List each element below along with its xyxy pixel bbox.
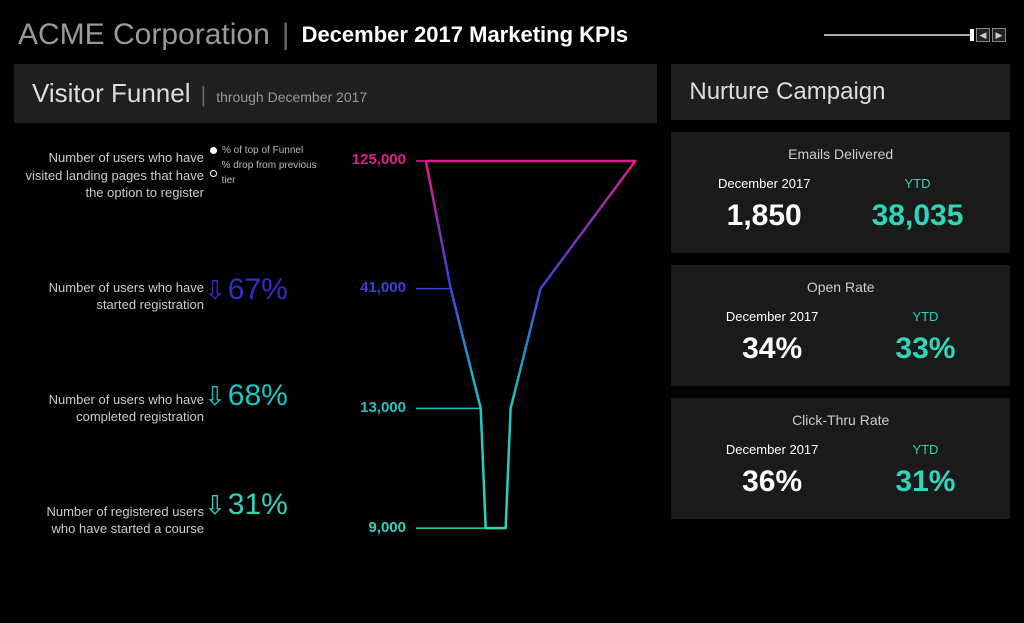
visitor-funnel-panel: Visitor Funnel | through December 2017 N… [14, 64, 657, 578]
metric-value: 36% [726, 465, 819, 499]
funnel-value: 9,000 [326, 519, 406, 536]
metric-value: 1,850 [718, 199, 811, 233]
metric-ytd-label: YTD [895, 309, 955, 324]
funnel-value: 41,000 [326, 279, 406, 296]
period-slider[interactable]: ◀ ▶ [824, 28, 1006, 42]
funnel-value: 125,000 [326, 151, 406, 168]
funnel-stage-labels: Number of users who have visited landing… [24, 139, 204, 568]
nurture-campaign-panel: Nurture Campaign Emails Delivered Decemb… [671, 64, 1010, 578]
funnel-legend: % of top of Funnel % drop from previous … [210, 143, 324, 188]
down-arrow-icon: ⇩ [204, 490, 226, 521]
metric-value: 31% [895, 465, 955, 499]
funnel-header: Visitor Funnel | through December 2017 [14, 64, 657, 123]
drop-percent: ⇩67% [204, 273, 324, 307]
metric-title: Open Rate [687, 279, 994, 295]
slider-prev-button[interactable]: ◀ [976, 28, 990, 42]
nurture-header: Nurture Campaign [671, 64, 1010, 120]
funnel-outline [426, 161, 636, 528]
funnel-label: Number of users who have started registr… [24, 279, 204, 314]
metric-card-ctr: Click-Thru Rate December 2017 36% YTD 31… [671, 398, 1010, 519]
dashboard-header: ACME Corporation | December 2017 Marketi… [0, 0, 1024, 64]
metric-period-label: December 2017 [726, 309, 819, 324]
header-divider: | [282, 18, 290, 52]
down-arrow-icon: ⇩ [204, 275, 226, 306]
legend-circle-icon [210, 170, 217, 177]
metric-title: Emails Delivered [687, 146, 994, 162]
legend-dot-icon [210, 147, 217, 154]
down-arrow-icon: ⇩ [204, 381, 226, 412]
page-title: December 2017 Marketing KPIs [302, 22, 629, 48]
funnel-subtitle: through December 2017 [216, 89, 367, 105]
nurture-title: Nurture Campaign [689, 78, 885, 105]
metric-value: 34% [726, 332, 819, 366]
metric-ytd-label: YTD [872, 176, 964, 191]
metric-value: 33% [895, 332, 955, 366]
funnel-label: Number of registered users who have star… [24, 503, 204, 538]
funnel-label: Number of users who have completed regis… [24, 391, 204, 426]
slider-next-button[interactable]: ▶ [992, 28, 1006, 42]
metric-card-open-rate: Open Rate December 2017 34% YTD 33% [671, 265, 1010, 386]
company-name: ACME Corporation [18, 18, 270, 52]
metric-ytd-label: YTD [895, 442, 955, 457]
metric-value: 38,035 [872, 199, 964, 233]
funnel-value: 13,000 [326, 399, 406, 416]
slider-track[interactable] [824, 34, 974, 36]
funnel-label: Number of users who have visited landing… [24, 149, 204, 202]
drop-percent: ⇩31% [204, 488, 324, 522]
funnel-drop-column: % of top of Funnel % drop from previous … [204, 139, 324, 568]
metric-card-emails: Emails Delivered December 2017 1,850 YTD… [671, 132, 1010, 253]
drop-percent: ⇩68% [204, 379, 324, 413]
funnel-chart: 125,000 41,000 13,000 9,000 [324, 139, 647, 568]
funnel-title: Visitor Funnel [32, 78, 191, 109]
funnel-svg [324, 139, 647, 568]
metric-period-label: December 2017 [718, 176, 811, 191]
metric-period-label: December 2017 [726, 442, 819, 457]
metric-title: Click-Thru Rate [687, 412, 994, 428]
